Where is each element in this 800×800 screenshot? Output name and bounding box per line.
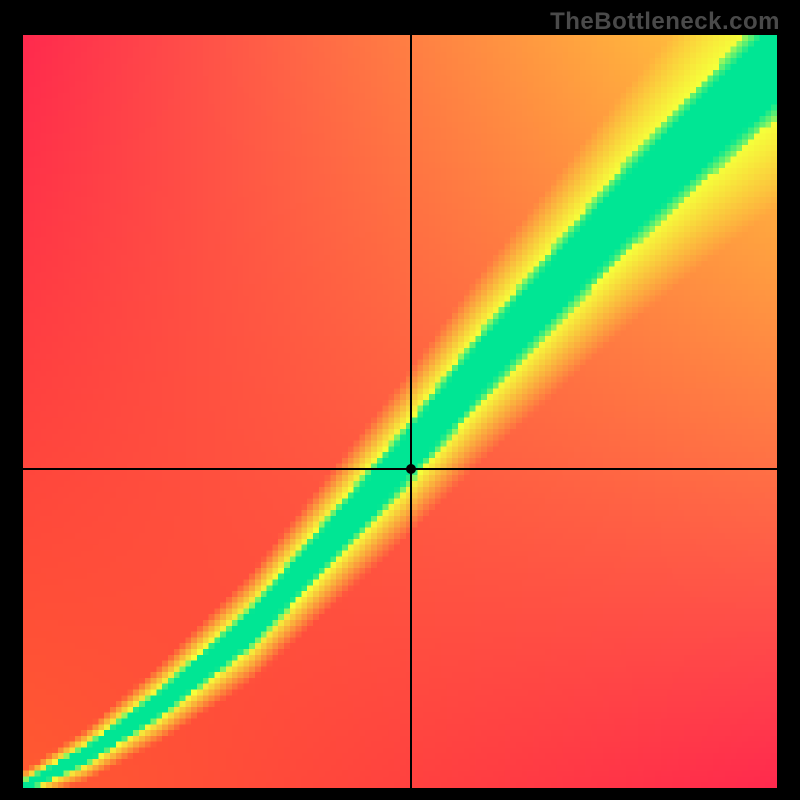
- watermark-text: TheBottleneck.com: [550, 8, 780, 36]
- crosshair-marker: [406, 464, 416, 474]
- crosshair-vertical-line: [410, 35, 412, 788]
- crosshair-horizontal-line: [23, 468, 777, 470]
- chart-container: { "watermark": "TheBottleneck.com", "hea…: [0, 0, 800, 800]
- bottleneck-heatmap: [23, 35, 777, 788]
